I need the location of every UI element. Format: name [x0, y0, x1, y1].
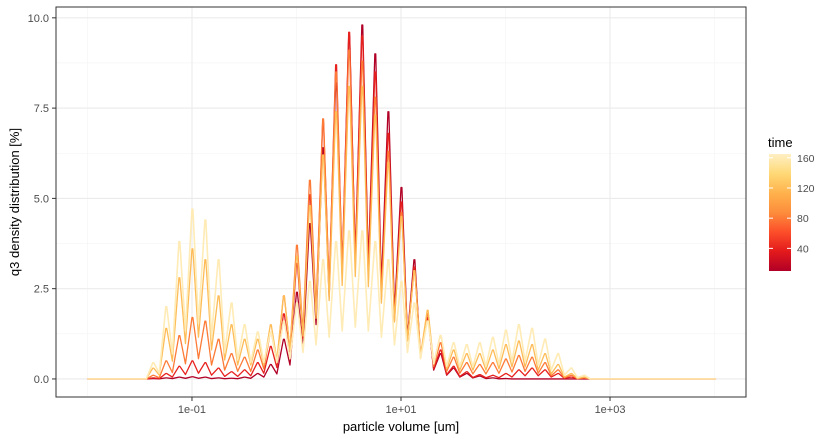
y-tick-label: 10.0: [28, 13, 49, 25]
legend-tick-label: 40: [797, 243, 809, 255]
x-tick-label: 1e+01: [386, 404, 417, 416]
y-tick-label: 2.5: [34, 284, 49, 296]
x-tick-label: 1e+03: [595, 404, 626, 416]
y-tick-label: 5.0: [34, 193, 49, 205]
legend-tick-label: 120: [797, 183, 815, 195]
legend-title: time: [768, 135, 793, 150]
y-axis: 0.0 2.5 5.0 7.5 10.0: [28, 13, 56, 386]
legend-colorbar: [769, 154, 791, 271]
legend-tick-label: 160: [797, 153, 815, 165]
legend-tick-label: 80: [797, 213, 809, 225]
x-axis-title: particle volume [um]: [343, 419, 459, 434]
legend-ticks: 40 80 120 160: [769, 153, 815, 255]
y-tick-label: 7.5: [34, 103, 49, 115]
x-axis: 1e-01 1e+01 1e+03: [178, 397, 626, 416]
series-line-time-160: [87, 208, 717, 380]
legend: time 40 80 120 160: [768, 135, 815, 271]
x-tick-label: 1e-01: [178, 404, 206, 416]
y-tick-label: 0.0: [34, 374, 49, 386]
series-layer: [87, 24, 717, 380]
y-axis-title: q3 density distribution [%]: [7, 128, 22, 276]
